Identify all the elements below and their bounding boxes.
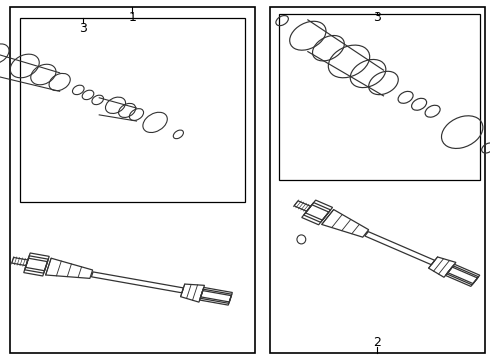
- Text: 2: 2: [373, 336, 381, 349]
- Text: 3: 3: [373, 11, 381, 24]
- Text: 3: 3: [79, 22, 87, 35]
- Text: 1: 1: [128, 11, 136, 24]
